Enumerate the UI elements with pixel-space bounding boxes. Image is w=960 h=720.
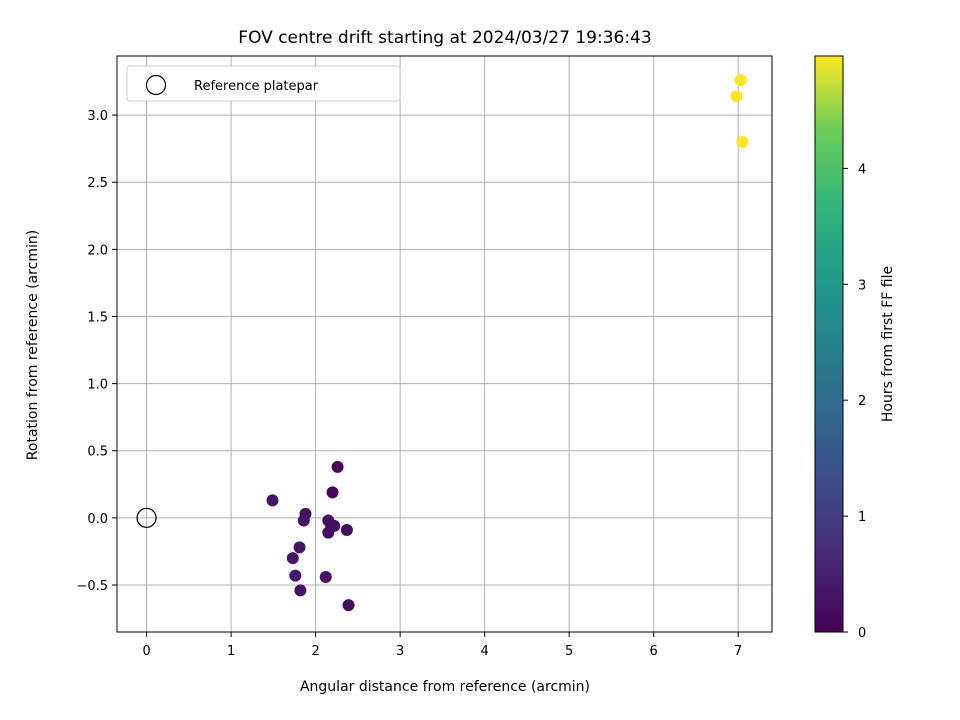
x-tick-label: 3 <box>396 644 404 659</box>
colorbar-label: Hours from first FF file <box>880 266 896 422</box>
x-tick-label: 7 <box>734 644 742 659</box>
y-tick-label: 1.0 <box>87 378 108 393</box>
y-axis-label: Rotation from reference (arcmin) <box>25 230 41 460</box>
colorbar-gradient <box>814 55 844 633</box>
y-tick-label: −0.5 <box>76 579 108 594</box>
data-points <box>266 74 749 612</box>
data-point <box>342 599 355 612</box>
legend-reference-marker-icon <box>145 74 167 96</box>
y-tick-label: 0.5 <box>87 445 108 460</box>
colorbar-ticks: 0 1 2 3 4 <box>843 162 866 641</box>
y-tick-label: 2.0 <box>87 243 108 258</box>
x-tick-label: 1 <box>227 644 235 659</box>
plot-frame <box>116 55 773 633</box>
data-point <box>340 523 353 536</box>
plot-area: 0 1 2 3 4 5 6 7 −0.5 0.0 0.5 1.0 1.5 2.0 2.5 3.0 <box>76 55 773 659</box>
legend: Reference platepar <box>126 65 401 102</box>
x-axis-label: Angular distance from reference (arcmin) <box>300 679 590 695</box>
data-point <box>297 514 310 527</box>
x-tick-label: 2 <box>311 644 319 659</box>
x-tick-label: 4 <box>481 644 489 659</box>
data-point <box>322 526 335 539</box>
colorbar: 0 1 2 3 4 Hours from first FF file <box>814 55 896 641</box>
data-point <box>294 584 307 597</box>
chart-title: FOV centre drift starting at 2024/03/27 … <box>238 28 651 48</box>
grid <box>117 56 772 632</box>
y-tick-label: 1.5 <box>87 310 108 325</box>
data-point <box>736 135 749 148</box>
data-point <box>326 486 339 499</box>
x-tick-label: 5 <box>565 644 573 659</box>
colorbar-tick-label: 0 <box>858 626 866 641</box>
y-tick-label: 3.0 <box>87 109 108 124</box>
colorbar-tick-label: 3 <box>858 278 866 293</box>
data-point <box>266 494 279 507</box>
reference-marker-layer <box>136 507 157 528</box>
legend-entry-reference: Reference platepar <box>194 79 319 94</box>
colorbar-tick-label: 4 <box>858 162 866 177</box>
y-tick-label: 0.0 <box>87 512 108 527</box>
y-axis-ticks: −0.5 0.0 0.5 1.0 1.5 2.0 2.5 3.0 <box>76 109 117 594</box>
colorbar-tick-label: 2 <box>858 394 866 409</box>
data-point <box>293 541 306 554</box>
data-point <box>730 90 743 103</box>
x-axis-ticks: 0 1 2 3 4 5 6 7 <box>142 632 742 659</box>
plot-background <box>117 56 772 632</box>
data-point <box>286 552 299 565</box>
reference-platepar-marker <box>136 507 157 528</box>
colorbar-tick-label: 1 <box>858 510 866 525</box>
data-point <box>319 570 332 583</box>
legend-box <box>126 65 401 102</box>
y-tick-label: 2.5 <box>87 176 108 191</box>
data-point <box>734 74 747 87</box>
x-tick-label: 6 <box>650 644 658 659</box>
data-point <box>289 569 302 582</box>
data-point <box>331 460 344 473</box>
x-tick-label: 0 <box>142 644 150 659</box>
